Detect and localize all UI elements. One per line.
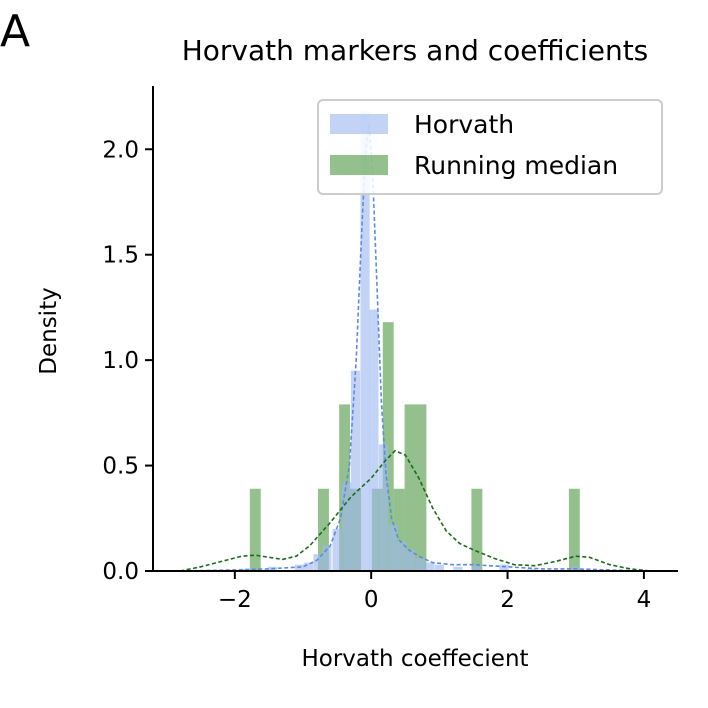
legend-label-running-median: Running median	[414, 151, 618, 180]
running-median-bar-8	[415, 404, 427, 571]
chart-title: Horvath markers and coefficients	[182, 34, 649, 67]
y-axis-label: Density	[36, 287, 62, 374]
running-median-kde-line	[180, 449, 651, 572]
y-tick-label: 0.0	[102, 559, 139, 585]
running-median-bar-7	[404, 404, 416, 571]
running-median-bar-5	[382, 322, 394, 571]
horvath-bar-13	[397, 541, 407, 571]
horvath-bar-2	[294, 564, 305, 571]
horvath-bar-9	[360, 111, 370, 571]
horvath-bar-12	[388, 524, 398, 571]
y-tick-label: 2.0	[102, 137, 139, 163]
legend-swatch-horvath	[330, 114, 388, 134]
x-tick-label: 4	[637, 587, 652, 613]
horvath-bar-0	[240, 568, 250, 571]
horvath-bar-4	[313, 554, 323, 571]
x-tick-label: 0	[364, 587, 379, 613]
x-axis-label: Horvath coeffecient	[301, 646, 528, 672]
running-median-bar-6	[393, 488, 405, 571]
horvath-bar-7	[342, 482, 352, 571]
plot-area	[180, 111, 651, 572]
horvath-bar-8	[350, 370, 361, 571]
running-median-bar-10	[568, 488, 580, 571]
y-tick-label: 1.5	[102, 243, 139, 269]
horvath-kde-line	[180, 123, 644, 572]
panel-letter: A	[0, 6, 30, 57]
horvath-bar-20	[499, 564, 509, 571]
horvath-bar-15	[415, 558, 425, 571]
legend-box	[317, 99, 663, 195]
running-median-bar-9	[471, 488, 483, 571]
legend-label-horvath: Horvath	[414, 110, 514, 139]
x-tick-label: −2	[218, 587, 252, 613]
horvath-bar-14	[406, 549, 416, 571]
horvath-bar-6	[332, 528, 342, 571]
horvath-bar-21	[526, 568, 537, 571]
running-median-bar-0	[249, 488, 261, 571]
horvath-bar-16	[425, 562, 435, 571]
y-tick-label: 0.5	[102, 454, 139, 480]
x-tick-label: 2	[500, 587, 515, 613]
horvath-bar-18	[453, 566, 463, 571]
horvath-bar-19	[471, 564, 481, 571]
y-tick-label: 1.0	[102, 348, 139, 374]
horvath-bar-3	[303, 562, 314, 571]
legend-swatch-running-median	[330, 155, 388, 175]
legend: Horvath Running median	[317, 99, 663, 195]
horvath-bar-10	[369, 309, 379, 571]
horvath-bar-17	[434, 564, 444, 571]
axes: −2 0 2 4 0.0 0.5 1.0 1.5 2.0	[102, 86, 678, 613]
horvath-bar-11	[378, 444, 389, 571]
horvath-bar-5	[322, 545, 332, 571]
